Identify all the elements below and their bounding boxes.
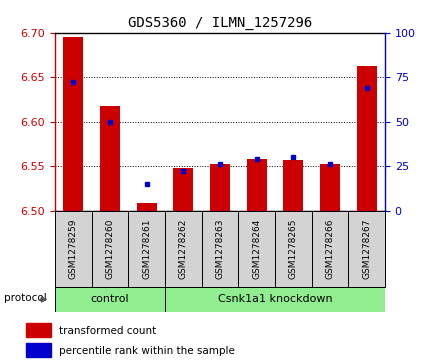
FancyBboxPatch shape xyxy=(165,287,385,312)
Bar xyxy=(283,160,304,211)
Text: control: control xyxy=(91,294,129,305)
Bar xyxy=(100,106,120,211)
FancyBboxPatch shape xyxy=(238,211,275,287)
Text: GSM1278267: GSM1278267 xyxy=(362,219,371,279)
Text: Csnk1a1 knockdown: Csnk1a1 knockdown xyxy=(218,294,332,305)
Text: GSM1278259: GSM1278259 xyxy=(69,219,78,279)
FancyBboxPatch shape xyxy=(55,211,92,287)
FancyBboxPatch shape xyxy=(312,211,348,287)
Bar xyxy=(26,323,51,338)
Bar xyxy=(356,66,377,211)
FancyBboxPatch shape xyxy=(128,211,165,287)
Bar xyxy=(173,168,194,211)
Text: GSM1278261: GSM1278261 xyxy=(142,219,151,279)
Bar xyxy=(26,343,51,357)
FancyBboxPatch shape xyxy=(202,211,238,287)
Bar xyxy=(246,159,267,211)
Title: GDS5360 / ILMN_1257296: GDS5360 / ILMN_1257296 xyxy=(128,16,312,30)
Bar xyxy=(210,164,230,211)
Text: GSM1278263: GSM1278263 xyxy=(216,219,224,279)
Text: protocol: protocol xyxy=(4,293,47,303)
Text: GSM1278264: GSM1278264 xyxy=(252,219,261,279)
Text: GSM1278262: GSM1278262 xyxy=(179,219,188,279)
Bar xyxy=(320,164,340,211)
Bar xyxy=(63,37,84,211)
FancyBboxPatch shape xyxy=(165,211,202,287)
Text: transformed count: transformed count xyxy=(59,326,157,336)
FancyBboxPatch shape xyxy=(55,287,165,312)
FancyBboxPatch shape xyxy=(348,211,385,287)
FancyBboxPatch shape xyxy=(275,211,312,287)
FancyBboxPatch shape xyxy=(92,211,128,287)
Bar xyxy=(136,203,157,211)
Text: percentile rank within the sample: percentile rank within the sample xyxy=(59,346,235,356)
Text: GSM1278266: GSM1278266 xyxy=(326,219,334,279)
Text: GSM1278265: GSM1278265 xyxy=(289,219,298,279)
Text: GSM1278260: GSM1278260 xyxy=(106,219,114,279)
